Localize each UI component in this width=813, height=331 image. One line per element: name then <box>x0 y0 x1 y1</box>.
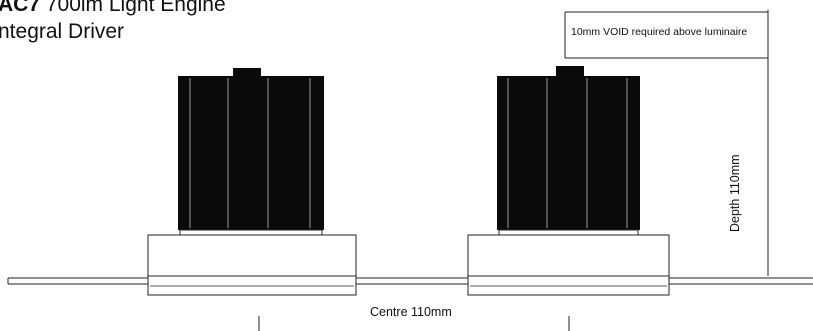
trim-housing-right <box>467 234 670 278</box>
centre-marks <box>258 316 570 331</box>
centre-label: Centre 110mm <box>370 305 452 319</box>
heatsink-body-left <box>178 76 324 230</box>
title-line-2: ntegral Driver <box>0 20 125 43</box>
title-line-1: AC7 700lm Light Engine <box>0 0 226 16</box>
luminaire-right <box>467 66 670 296</box>
ceiling-line <box>7 277 813 285</box>
bezel-left <box>147 275 357 296</box>
luminaire-left <box>147 68 357 296</box>
depth-dimension <box>564 10 769 276</box>
model-description: 700lm Light Engine <box>40 0 226 16</box>
heatsink-plate-right <box>498 229 639 236</box>
driver-cap-right <box>556 66 584 76</box>
heatsink-body-right <box>497 76 640 230</box>
driver-cap-left <box>233 68 261 78</box>
heatsink-plate-left <box>179 229 323 236</box>
model-code: AC7 <box>0 0 41 16</box>
trim-housing-left <box>147 234 357 278</box>
void-note: 10mm VOID required above luminaire <box>571 26 748 38</box>
depth-label: Depth 110mm <box>728 154 742 232</box>
bezel-right <box>467 275 670 296</box>
